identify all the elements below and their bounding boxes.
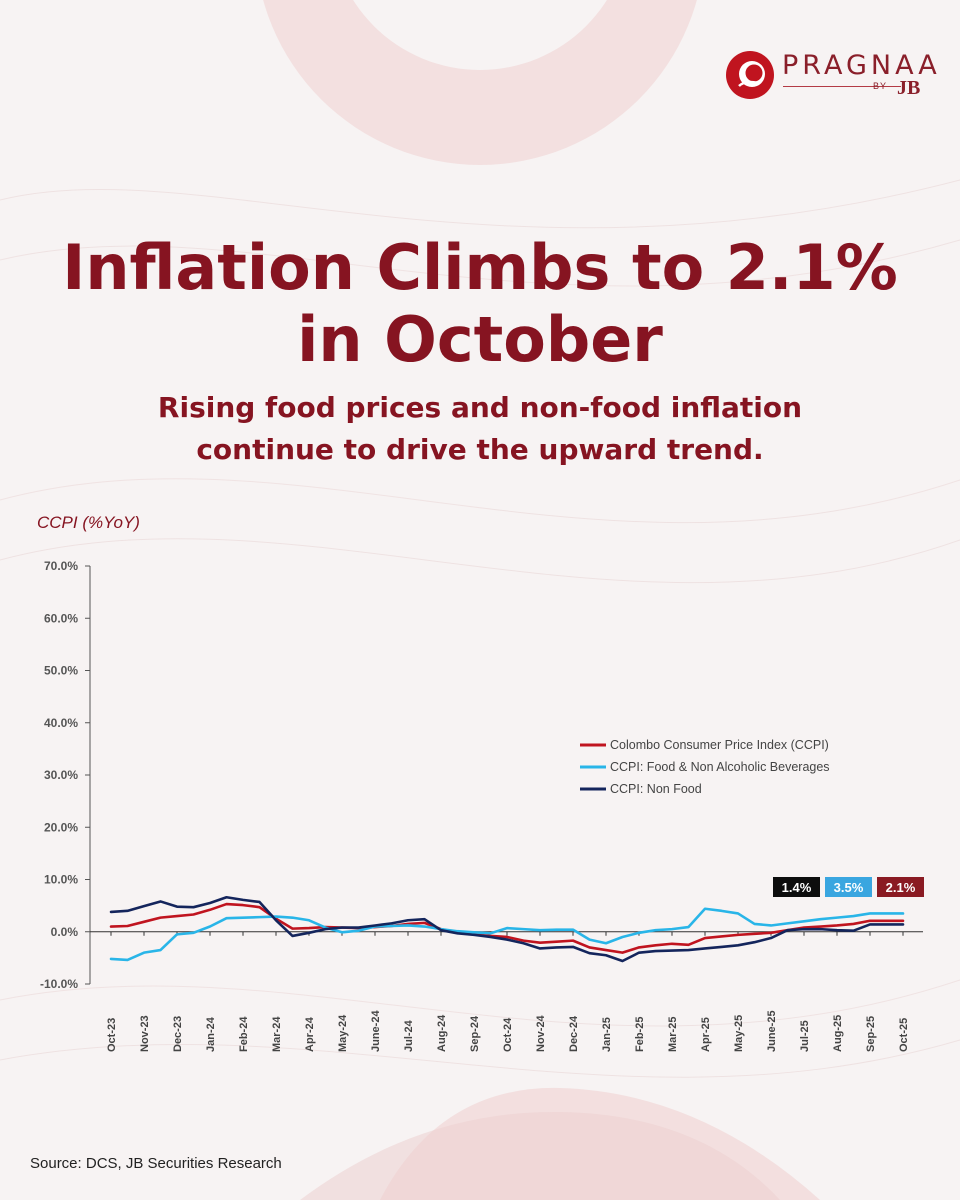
y-tick-label: 70.0% (44, 559, 78, 573)
x-tick-label: Apr-25 (700, 1017, 712, 1052)
series-line-1 (109, 902, 905, 954)
x-tick-label: Dec-23 (172, 1016, 184, 1052)
y-tick-label: 60.0% (44, 611, 78, 625)
x-tick-label: Nov-23 (139, 1015, 151, 1052)
y-tick-label: -10.0% (40, 977, 78, 991)
y-axis-title: CCPI (%YoY) (37, 513, 140, 532)
page-subtitle: Rising food prices and non-food inflatio… (0, 387, 960, 471)
title-line-2: in October (297, 303, 663, 376)
y-tick-label: 10.0% (44, 873, 78, 887)
x-tick-label: Jul-24 (403, 1019, 415, 1052)
x-tick-label: Aug-25 (832, 1015, 844, 1052)
series-line-2 (109, 907, 905, 962)
x-tick-label: Sep-25 (865, 1016, 877, 1052)
title-line-1: Inflation Climbs to 2.1% (62, 231, 898, 304)
x-tick-label: Mar-24 (271, 1016, 283, 1052)
x-tick-label: Mar-25 (667, 1017, 679, 1052)
y-tick-label: 20.0% (44, 820, 78, 834)
x-tick-label: Feb-25 (634, 1017, 646, 1052)
y-tick-label: 50.0% (44, 664, 78, 678)
x-tick-label: Aug-24 (436, 1014, 448, 1052)
x-tick-label: Feb-24 (238, 1016, 250, 1052)
x-tick-label: Oct-25 (898, 1018, 910, 1052)
source-note: Source: DCS, JB Securities Research (30, 1155, 282, 1172)
latest-value-badge (877, 877, 924, 897)
legend-label: CCPI: Non Food (610, 782, 702, 796)
x-tick-label: Oct-24 (502, 1017, 514, 1052)
x-tick-label: Apr-24 (304, 1016, 316, 1052)
brand-by: BY (873, 81, 888, 91)
page-title: Inflation Climbs to 2.1% in October (0, 232, 960, 376)
x-tick-label: June-25 (766, 1010, 778, 1052)
x-tick-label: Jan-24 (205, 1016, 217, 1052)
ccpi-line-chart: 70.0% 60.0% 50.0% 40.0% 30.0% 20.0% 10.0% 0.0% -… (40, 559, 924, 1052)
x-tick-label: Jan-25 (601, 1017, 613, 1052)
subtitle-line-1: Rising food prices and non-food inflatio… (157, 391, 803, 424)
brand-name: PRAGNAA (782, 50, 941, 81)
x-tick-label: Sep-24 (469, 1015, 481, 1052)
x-tick-label: Nov-24 (535, 1014, 547, 1052)
subtitle-line-2: continue to drive the upward trend. (196, 433, 764, 466)
latest-value-label: 3.5% (834, 880, 864, 895)
latest-value-label: 2.1% (886, 880, 916, 895)
x-tick-label: Oct-23 (106, 1018, 118, 1052)
x-tick-label: Jul-25 (799, 1020, 811, 1052)
x-tick-label: Dec-24 (568, 1015, 580, 1052)
x-tick-label: May-24 (337, 1014, 349, 1052)
brand-logo: PRAGNAA BY JB (725, 50, 937, 102)
legend-label: Colombo Consumer Price Index (CCPI) (610, 738, 829, 752)
y-tick-label: 40.0% (44, 716, 78, 730)
x-tick-label: May-25 (733, 1015, 745, 1052)
y-tick-label: 30.0% (44, 768, 78, 782)
latest-value-badge (773, 877, 820, 897)
y-tick-label: 0.0% (51, 925, 79, 939)
pragnaa-logo-icon (726, 51, 774, 99)
series-line-3 (109, 895, 905, 963)
latest-value-label: 1.4% (782, 880, 812, 895)
brand-divider (783, 86, 901, 87)
brand-jb: JB (897, 77, 921, 99)
legend-label: CCPI: Food & Non Alcoholic Beverages (610, 760, 830, 774)
x-tick-label: June-24 (370, 1010, 382, 1052)
latest-value-badge (825, 877, 872, 897)
